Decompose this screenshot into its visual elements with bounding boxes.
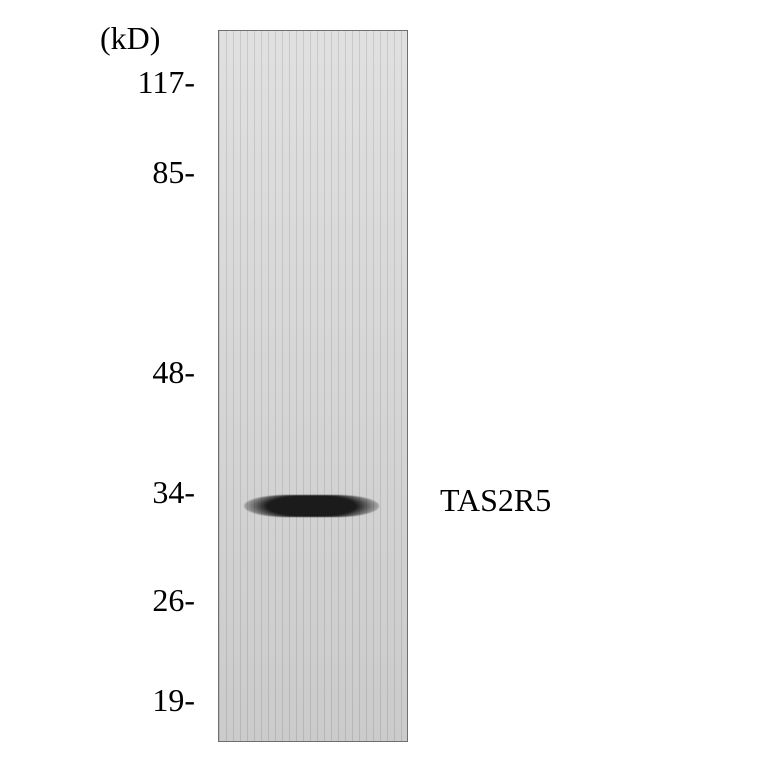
mw-marker-48: 48- bbox=[0, 354, 195, 391]
mw-marker-34: 34- bbox=[0, 474, 195, 511]
mw-marker-117: 117- bbox=[0, 64, 195, 101]
western-blot-figure: (kD) 117- 85- 48- 34- 26- 19- TAS2R5 bbox=[0, 0, 764, 764]
mw-marker-19: 19- bbox=[0, 682, 195, 719]
blot-lane bbox=[218, 30, 408, 742]
unit-label-kd: (kD) bbox=[100, 20, 160, 57]
tas2r5-band-label: TAS2R5 bbox=[440, 482, 551, 519]
mw-marker-26: 26- bbox=[0, 582, 195, 619]
tas2r5-band bbox=[244, 495, 379, 517]
lane-gradient bbox=[219, 31, 407, 741]
mw-marker-85: 85- bbox=[0, 154, 195, 191]
